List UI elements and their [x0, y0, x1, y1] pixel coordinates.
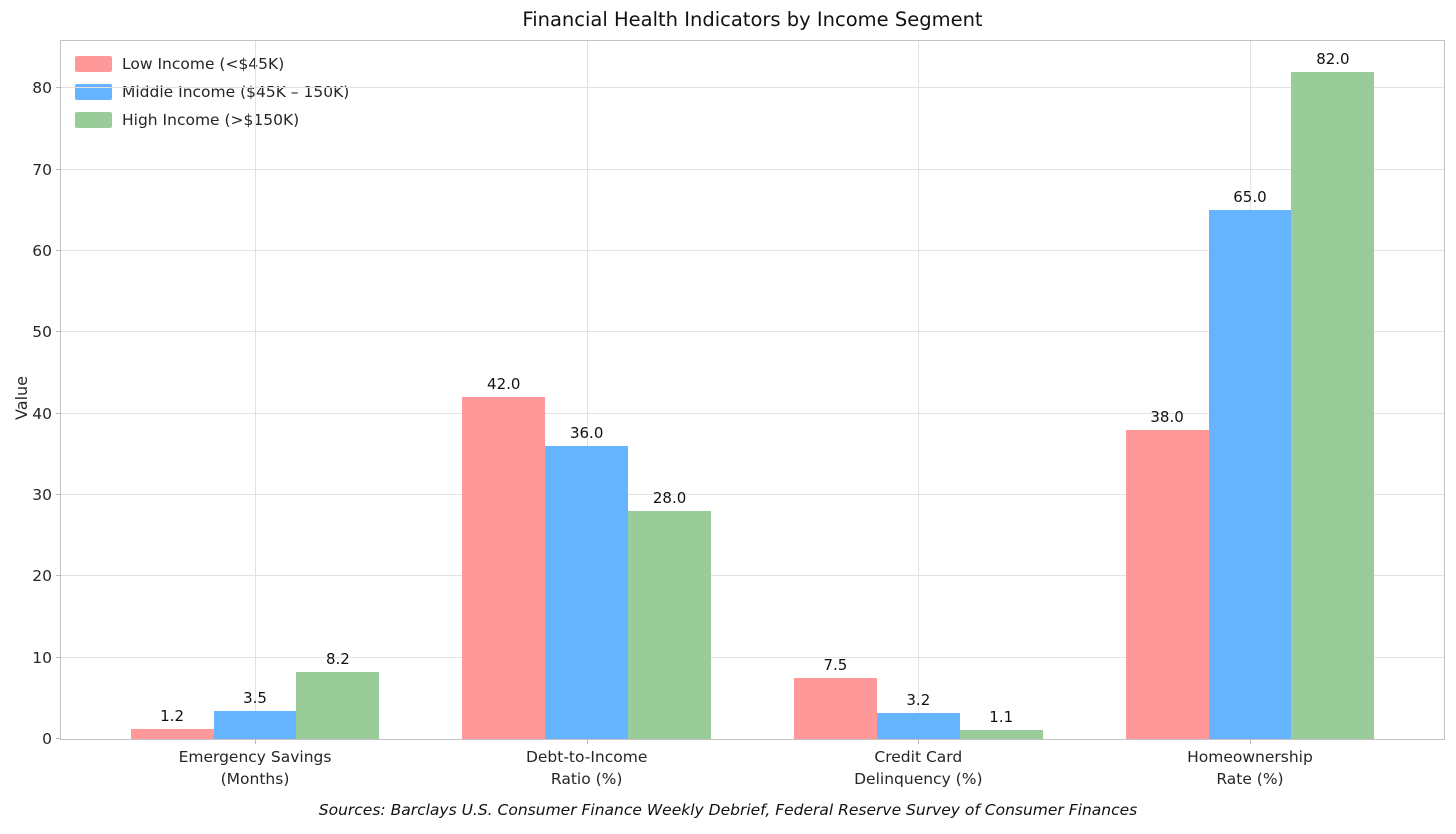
y-tick-label: 30 [32, 485, 52, 504]
bar-value-label: 42.0 [487, 375, 521, 394]
y-tick-mark [56, 87, 61, 89]
bar-value-label: 28.0 [652, 489, 687, 508]
legend-swatch [75, 112, 112, 128]
legend-item-label: High Income (>$150K) [122, 111, 300, 129]
bar-value-label: 36.0 [569, 424, 604, 443]
gridline-y-60 [61, 249, 1444, 251]
bar-value-label: 1.1 [989, 708, 1014, 727]
chart-title: Financial Health Indicators by Income Se… [522, 8, 983, 31]
x-category-label: Credit Card Delinquency (%) [854, 748, 983, 788]
bar-value-label: 38.0 [1150, 407, 1184, 426]
bar-high-income-credit-card-delinquency [959, 730, 1043, 739]
gridline-y-70 [61, 168, 1444, 170]
gridline-y-20 [61, 575, 1444, 577]
legend-swatch [75, 56, 112, 72]
bar-value-label: 82.0 [1316, 49, 1350, 68]
bar-value-label: 65.0 [1233, 188, 1267, 207]
bar-high-income-debt-to-income-ratio [628, 511, 712, 739]
legend-item-label: Low Income (<$45K) [122, 55, 285, 73]
bar-low-income-debt-to-income-ratio [462, 397, 546, 739]
gridline-y-40 [61, 412, 1444, 414]
gridline-x-debt-to-income-ratio [586, 41, 588, 739]
x-tick-mark [1249, 739, 1251, 744]
x-tick-mark [918, 739, 920, 744]
bar-low-income-emergency-savings [130, 729, 214, 739]
y-tick-mark [56, 168, 61, 170]
bar-value-label: 1.2 [160, 707, 185, 726]
gridline-y-50 [61, 331, 1444, 333]
gridline-y-10 [61, 656, 1444, 658]
y-tick-label: 50 [32, 323, 52, 342]
legend-item-low-income: Low Income (<$45K) [75, 55, 349, 73]
y-tick-label: 40 [32, 404, 52, 423]
bar-middle-income-emergency-savings [213, 710, 297, 739]
x-category-label: Homeownership Rate (%) [1187, 748, 1313, 788]
x-tick-mark [586, 739, 588, 744]
legend-item-label: Middle Income ($45K – 150K) [122, 83, 350, 101]
y-tick-label: 10 [32, 648, 52, 667]
y-tick-mark [56, 412, 61, 414]
y-axis-label: Value [12, 376, 31, 420]
bar-low-income-homeownership-rate [1125, 429, 1209, 739]
y-tick-mark [56, 493, 61, 495]
y-tick-mark [56, 738, 61, 739]
gridline-x-emergency-savings [255, 41, 257, 739]
y-tick-label: 80 [32, 79, 52, 98]
bar-middle-income-credit-card-delinquency [876, 712, 960, 739]
source-note: Sources: Barclays U.S. Consumer Finance … [318, 801, 1138, 819]
gridline-y-30 [61, 493, 1444, 495]
legend-item-high-income: High Income (>$150K) [75, 111, 349, 129]
bar-value-label: 3.2 [906, 690, 931, 709]
y-tick-mark [56, 249, 61, 251]
x-tick-mark [255, 739, 257, 744]
x-category-label: Emergency Savings (Months) [178, 748, 332, 788]
plot-area: Low Income (<$45K) Middle Income ($45K – … [32, 40, 1445, 788]
x-category-label: Debt-to-Income Ratio (%) [525, 748, 648, 788]
y-tick-mark [56, 575, 61, 577]
bar-value-label: 7.5 [823, 656, 848, 674]
legend-item-middle-income: Middle Income ($45K – 150K) [75, 83, 349, 101]
gridline-y-80 [61, 87, 1444, 89]
y-tick-label: 20 [32, 567, 52, 586]
legend: Low Income (<$45K) Middle Income ($45K – … [75, 55, 349, 129]
y-tick-label: 60 [32, 241, 52, 260]
y-tick-label: 70 [32, 160, 52, 179]
bar-value-label: 8.2 [325, 650, 350, 669]
y-tick-mark [56, 331, 61, 333]
y-tick-mark [56, 656, 61, 658]
bar-middle-income-debt-to-income-ratio [545, 446, 629, 739]
gridline-x-credit-card-delinquency [918, 41, 920, 739]
bar-high-income-emergency-savings [296, 672, 380, 739]
bar-middle-income-homeownership-rate [1208, 210, 1292, 739]
bar-high-income-homeownership-rate [1291, 71, 1375, 739]
bar-value-label: 3.5 [243, 688, 267, 707]
bar-low-income-credit-card-delinquency [793, 678, 877, 739]
y-tick-label: 0 [42, 730, 52, 748]
